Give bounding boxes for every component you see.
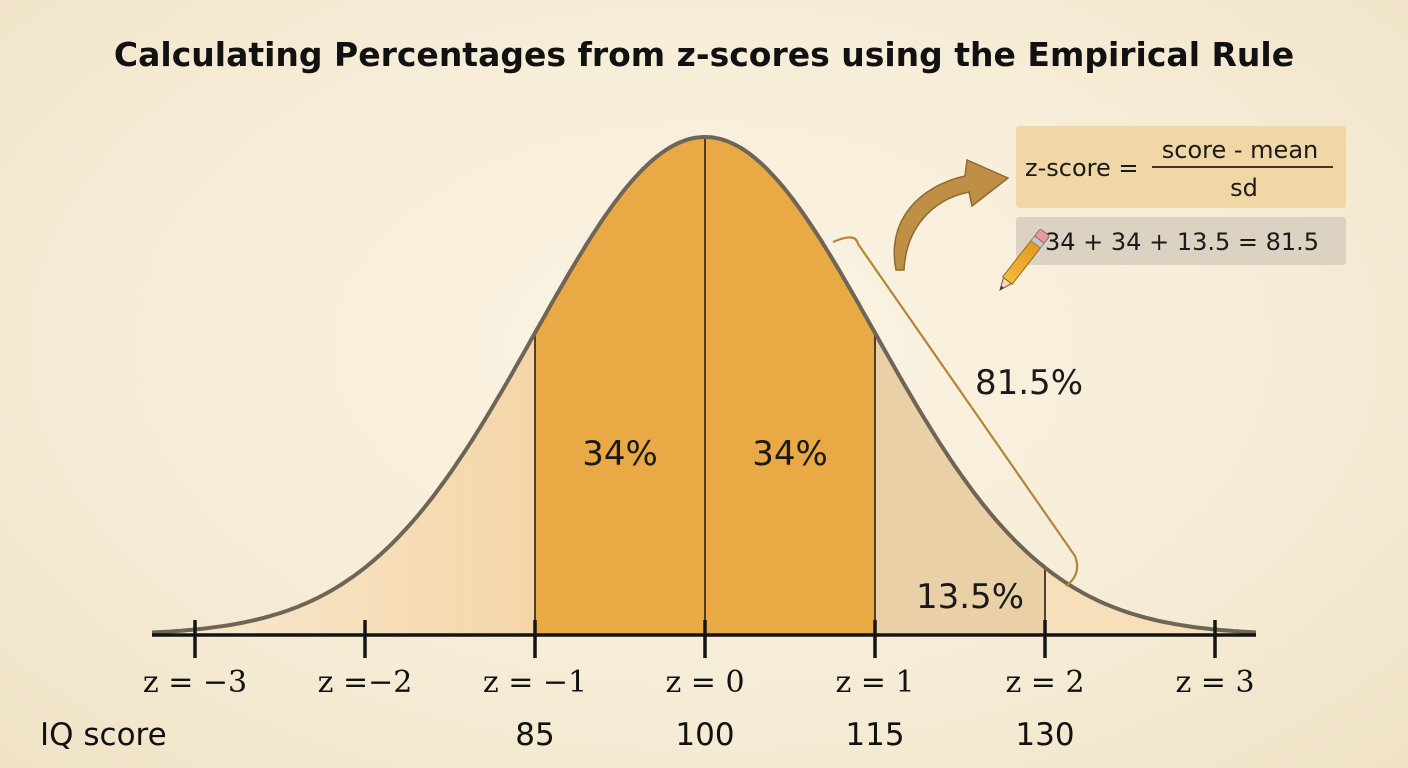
tick-label-z2: z = 2	[1005, 665, 1084, 700]
region-label-0: 34%	[582, 434, 658, 474]
curved-arrow-icon	[893, 158, 1010, 271]
bracket-label: 81.5%	[975, 363, 1083, 403]
chart-title: Calculating Percentages from z-scores us…	[114, 35, 1294, 74]
region-dividers	[534, 139, 1046, 635]
shaded-regions	[152, 137, 1256, 635]
iq-score-label: IQ score	[40, 717, 167, 753]
region-percent-labels: 34% 34% 13.5%	[582, 434, 1024, 617]
calculation-text: 34 + 34 + 13.5 = 81.5	[1045, 228, 1319, 256]
calculation-box: 34 + 34 + 13.5 = 81.5	[1016, 217, 1346, 265]
region-0	[535, 137, 705, 635]
iq-tick-100: 100	[675, 717, 734, 753]
tick-label-z-2: z =−2	[318, 665, 413, 700]
left-tail-region	[152, 332, 535, 635]
bracket	[832, 236, 1079, 587]
tick-label-z-3: z = −3	[143, 665, 247, 700]
pencil-icon	[999, 229, 1050, 292]
x-axis-tick-labels: z = −3 z =−2 z = −1 z = 0 z = 1 z = 2 z = 3	[143, 665, 1255, 700]
iq-tick-130: 130	[1015, 717, 1074, 753]
x-axis-ticks	[193, 620, 1217, 658]
tick-label-z1: z = 1	[835, 665, 914, 700]
formula-lhs: z-score =	[1025, 154, 1138, 182]
tick-label-z0: z = 0	[665, 665, 744, 700]
right-tail-region	[1045, 567, 1256, 635]
formula-numerator: score - mean	[1162, 136, 1318, 164]
iq-tick-85: 85	[515, 717, 554, 753]
region-label-2: 13.5%	[916, 577, 1024, 617]
formula-box: z-score = score - mean sd	[1016, 126, 1346, 208]
tick-label-z3: z = 3	[1175, 665, 1254, 700]
normal-curve	[151, 134, 1257, 635]
tick-label-z-1: z = −1	[483, 665, 587, 700]
region-1	[705, 137, 875, 635]
iq-score-tick-labels: 85 100 115 130	[515, 717, 1074, 753]
iq-tick-115: 115	[845, 717, 904, 753]
formula-denominator: sd	[1230, 174, 1258, 202]
region-label-1: 34%	[752, 434, 828, 474]
